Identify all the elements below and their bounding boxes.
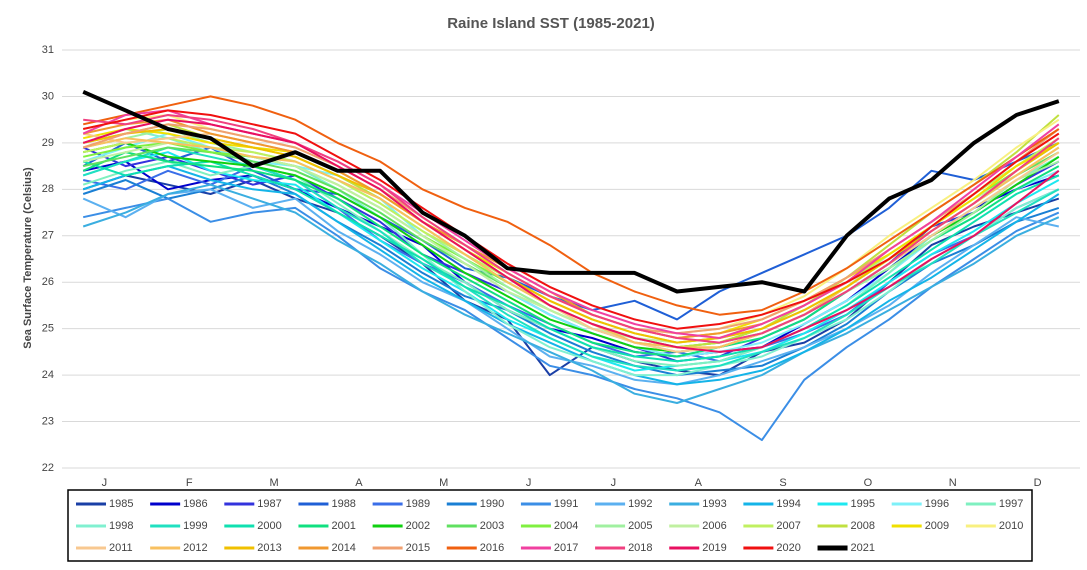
- legend-label: 2009: [925, 520, 949, 532]
- legend-label: 1985: [109, 498, 133, 510]
- legend-label: 1997: [999, 498, 1023, 510]
- legend-label: 1996: [925, 498, 949, 510]
- legend-label: 2015: [406, 542, 430, 554]
- x-tick-label: S: [779, 477, 786, 489]
- legend-label: 1987: [257, 498, 281, 510]
- series-line: [82, 109, 1060, 330]
- legend-label: 1993: [702, 498, 726, 510]
- chart-title: Raine Island SST (1985-2021): [447, 15, 655, 32]
- y-tick-label: 26: [42, 276, 54, 288]
- legend-label: 1991: [554, 498, 578, 510]
- legend-label: 2013: [257, 542, 281, 554]
- x-tick-label: J: [102, 477, 108, 489]
- y-tick-label: 25: [42, 323, 54, 335]
- legend-label: 2006: [702, 520, 726, 532]
- legend-label: 1988: [331, 498, 355, 510]
- y-tick-label: 30: [42, 90, 54, 102]
- x-tick-label: D: [1034, 477, 1042, 489]
- x-tick-label: A: [355, 477, 363, 489]
- legend-label: 2021: [851, 542, 875, 554]
- legend-label: 2019: [702, 542, 726, 554]
- x-tick-label: O: [864, 477, 873, 489]
- legend-label: 1992: [628, 498, 652, 510]
- series-line: [82, 160, 1060, 363]
- y-tick-label: 28: [42, 183, 54, 195]
- legend-label: 2002: [406, 520, 430, 532]
- series-line: [82, 197, 1060, 442]
- legend-label: 1994: [776, 498, 800, 510]
- legend-label: 1990: [480, 498, 504, 510]
- legend-label: 2011: [109, 542, 133, 554]
- legend-label: 2016: [480, 542, 504, 554]
- legend-label: 1986: [183, 498, 207, 510]
- x-tick-label: M: [269, 477, 278, 489]
- x-tick-label: A: [695, 477, 703, 489]
- legend-label: 2014: [331, 542, 355, 554]
- y-tick-label: 31: [42, 44, 54, 56]
- legend-label: 1998: [109, 520, 133, 532]
- series-line: [82, 89, 1060, 294]
- x-tick-label: J: [611, 477, 617, 489]
- legend-label: 2001: [331, 520, 355, 532]
- legend-label: 2020: [776, 542, 800, 554]
- legend-label: 2000: [257, 520, 281, 532]
- legend-label: 2007: [776, 520, 800, 532]
- legend-label: 1989: [406, 498, 430, 510]
- series-line: [82, 183, 1060, 404]
- legend-label: 2010: [999, 520, 1023, 532]
- legend-label: 1999: [183, 520, 207, 532]
- y-tick-label: 22: [42, 462, 54, 474]
- legend-label: 2005: [628, 520, 652, 532]
- x-tick-label: J: [526, 477, 532, 489]
- legend-label: 2012: [183, 542, 207, 554]
- legend-label: 2004: [554, 520, 578, 532]
- y-tick-label: 29: [42, 137, 54, 149]
- legend-label: 2017: [554, 542, 578, 554]
- legend-label: 2008: [851, 520, 875, 532]
- y-tick-label: 23: [42, 415, 54, 427]
- series-line: [83, 114, 1060, 344]
- x-tick-label: N: [949, 477, 957, 489]
- legend-label: 1995: [851, 498, 875, 510]
- x-tick-label: M: [439, 477, 448, 489]
- legend-box: [67, 489, 1033, 562]
- series-line: [82, 95, 1060, 316]
- legend-label: 2003: [480, 520, 504, 532]
- x-tick-label: F: [186, 477, 193, 489]
- series-line: [82, 118, 1060, 353]
- y-axis-label: Sea Surface Temperature (Celsius): [22, 167, 34, 349]
- y-tick-label: 24: [42, 369, 54, 381]
- y-tick-label: 27: [42, 230, 54, 242]
- series-line: [82, 165, 1060, 386]
- legend-label: 2018: [628, 542, 652, 554]
